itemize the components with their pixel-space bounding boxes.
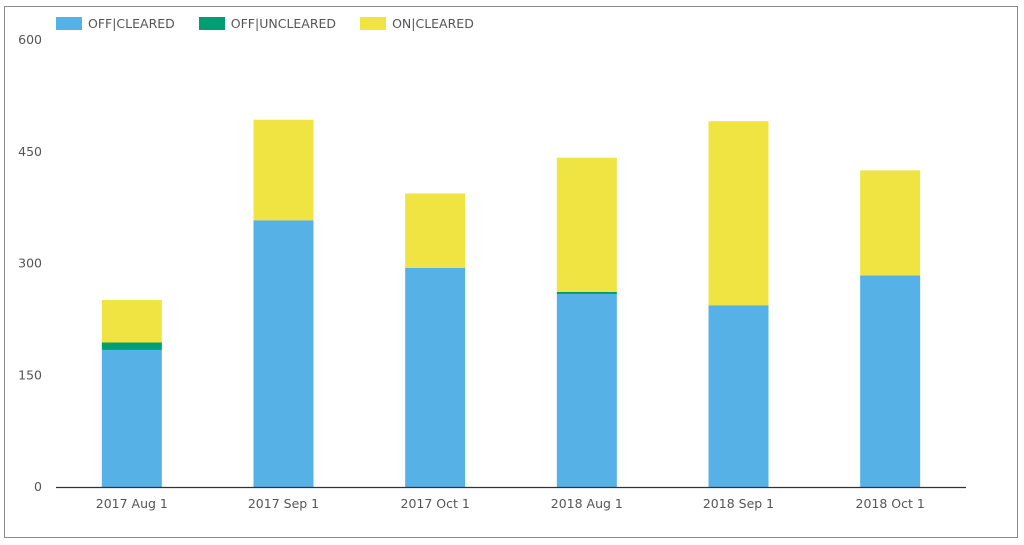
bar-segment[interactable]: [405, 193, 466, 268]
y-tick-label: 450: [18, 144, 42, 159]
bar-segment[interactable]: [860, 275, 921, 487]
legend-label-off-cleared: OFF|CLEARED: [88, 16, 175, 31]
bar-segment[interactable]: [556, 294, 617, 487]
bar-segment[interactable]: [101, 342, 162, 350]
x-tick-label: 2017 Oct 1: [401, 496, 470, 511]
y-tick-label: 300: [18, 256, 42, 271]
legend-item-on-cleared[interactable]: ON|CLEARED: [360, 16, 474, 31]
legend: OFF|CLEARED OFF|UNCLEARED ON|CLEARED: [56, 16, 498, 31]
bar-segment[interactable]: [556, 157, 617, 292]
legend-label-on-cleared: ON|CLEARED: [392, 16, 474, 31]
bar-segment[interactable]: [556, 291, 617, 295]
bar-segment[interactable]: [708, 305, 769, 487]
bar-segment[interactable]: [101, 349, 162, 487]
legend-item-off-cleared[interactable]: OFF|CLEARED: [56, 16, 175, 31]
bar-segment[interactable]: [860, 170, 921, 276]
y-tick-label: 150: [18, 367, 42, 382]
legend-swatch-off-uncleared: [198, 17, 225, 30]
legend-label-off-uncleared: OFF|UNCLEARED: [230, 16, 337, 31]
bar-segment[interactable]: [253, 220, 314, 488]
x-tick-label: 2017 Sep 1: [248, 496, 319, 511]
x-tick-label: 2018 Aug 1: [551, 496, 623, 511]
chart-frame: [4, 6, 1018, 538]
x-tick-label: 2017 Aug 1: [96, 496, 168, 511]
x-tick-label: 2018 Sep 1: [703, 496, 774, 511]
bar-segment[interactable]: [708, 121, 769, 306]
bar-segment[interactable]: [253, 119, 314, 221]
x-tick-label: 2018 Oct 1: [856, 496, 925, 511]
y-tick-label: 600: [18, 32, 42, 47]
bar-segment[interactable]: [101, 300, 162, 343]
legend-item-off-uncleared[interactable]: OFF|UNCLEARED: [198, 16, 337, 31]
y-tick-label: 0: [34, 479, 42, 494]
legend-swatch-on-cleared: [360, 17, 387, 30]
bar-segment[interactable]: [405, 267, 466, 487]
legend-swatch-off-cleared: [56, 17, 82, 30]
